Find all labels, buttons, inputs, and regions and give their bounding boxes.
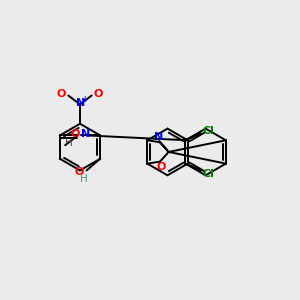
Text: O: O [94, 88, 103, 99]
Text: H: H [80, 174, 88, 184]
Text: N: N [76, 98, 86, 108]
Text: O: O [57, 88, 66, 99]
Text: Cl: Cl [203, 126, 215, 136]
Text: N: N [154, 132, 164, 142]
Text: N: N [81, 129, 91, 140]
Text: Cl: Cl [203, 169, 215, 179]
Text: O: O [74, 167, 83, 177]
Text: O: O [156, 161, 166, 172]
Text: H: H [65, 138, 72, 148]
Text: +: + [82, 95, 88, 104]
Text: O: O [70, 129, 80, 140]
